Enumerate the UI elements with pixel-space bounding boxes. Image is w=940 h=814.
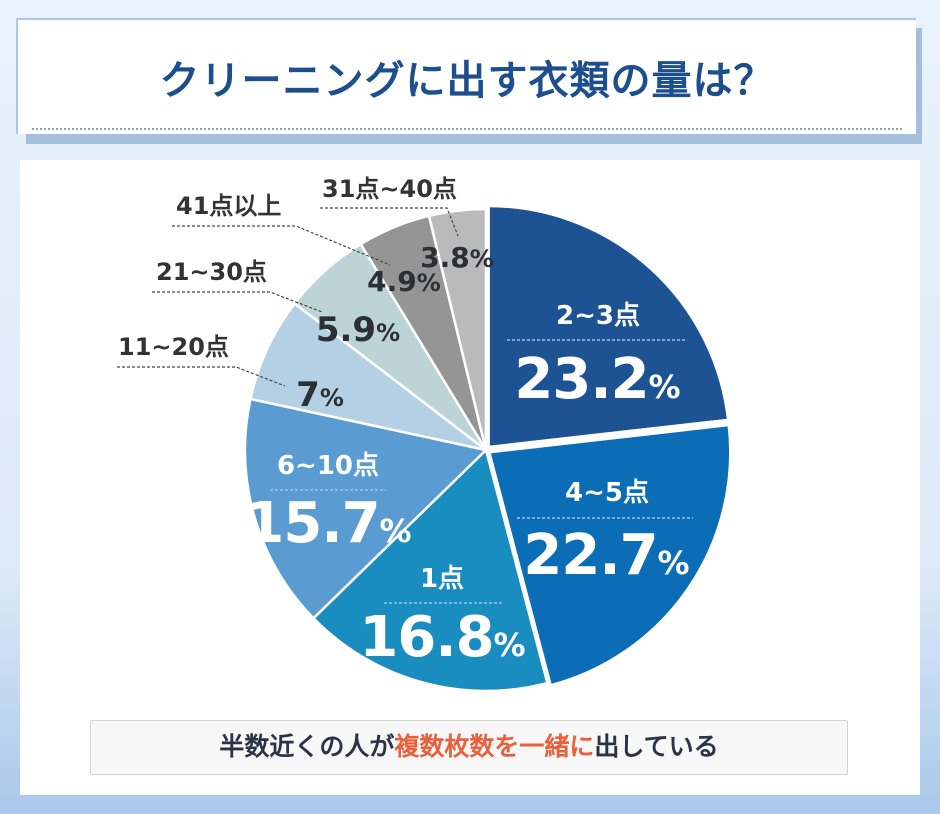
slice-label-name: 11~20点 [118,333,229,361]
summary-text: 出している [594,732,719,761]
slice-label-name: 6~10点 [276,451,380,481]
slice-label-value: 22.7% [523,523,689,588]
inner-dividers [270,339,693,604]
leader-line-31-40 [320,207,459,237]
slice-label-name: 41点以上 [176,192,282,220]
slice-label-name: 21~30点 [156,258,267,286]
pie-slice [487,204,730,449]
page-title: クリーニングに出す衣類の量は？ [159,58,775,104]
leader-lines [117,207,459,387]
slice-label-value: 4.9% [367,265,441,298]
slice-label-value: 23.2% [514,347,680,412]
summary-text: 半数近くの人が [219,732,395,761]
slice-label-value: 5.9% [315,310,401,350]
slice-label-value: 7% [296,375,344,415]
slice-label-value: 16.8% [359,605,525,670]
summary-highlight: 複数枚数を一緒に [394,732,595,761]
slice-label-value: 3.8% [420,241,494,274]
pie-slice [312,448,549,693]
slice-label-name: 1点 [419,564,465,594]
leader-line-41plus [172,225,391,266]
pie-slice [249,302,488,452]
title-divider [32,128,902,130]
slice-label-name: 31点~40点 [322,175,457,203]
summary-box: 半数近くの人が複数枚数を一緒に出している [90,720,848,775]
pie-slice [488,423,732,687]
slice-label-name: 4~5点 [565,478,649,508]
slice-label-value: 15.7% [245,491,411,556]
pie-slice [243,397,488,620]
slice-label-name: 2~3点 [556,301,640,331]
pie-slice [427,207,488,452]
title-box: クリーニングに出す衣類の量は？ [16,18,916,134]
leader-line-21-30 [152,291,323,313]
